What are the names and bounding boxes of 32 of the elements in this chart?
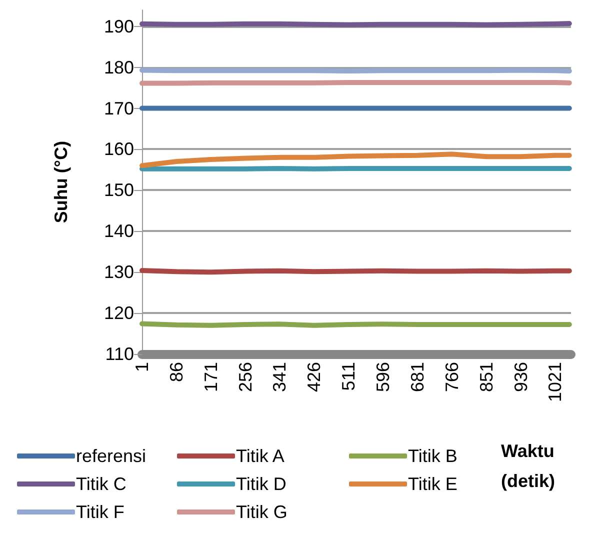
y-tick-label: 190 <box>104 16 134 36</box>
y-tick-label: 150 <box>104 180 134 200</box>
x-tick-label: 766 <box>442 362 462 392</box>
legend-label: Titik G <box>236 502 288 522</box>
x-tick-label: 681 <box>407 362 428 392</box>
x-tick-label: 86 <box>166 362 186 382</box>
x-tick-label: 256 <box>235 362 256 392</box>
legend-label: referensi <box>76 446 146 466</box>
legend-label: Titik D <box>236 474 286 494</box>
x-tick-label: 426 <box>304 362 324 392</box>
x-tick-label: 341 <box>270 362 290 392</box>
legend-label: Titik E <box>408 474 458 494</box>
legend-label: Titik F <box>76 502 124 522</box>
x-tick-label: 511 <box>338 362 359 391</box>
y-tick-label: 110 <box>105 344 134 364</box>
y-axis-title: Suhu (°C) <box>51 140 71 224</box>
y-tick-label: 140 <box>104 221 134 242</box>
y-tick-label: 120 <box>104 303 134 324</box>
legend-label: Titik C <box>76 474 126 494</box>
x-tick-label: 1 <box>132 362 152 372</box>
y-tick-label: 170 <box>104 98 134 118</box>
y-tick-label: 180 <box>104 57 134 78</box>
x-axis-title: Waktu (detik) <box>501 441 560 491</box>
y-tick-label: 160 <box>104 139 134 160</box>
legend-label: Titik B <box>408 446 458 466</box>
legend-label: Titik A <box>236 446 284 466</box>
x-tick-label: 1021 <box>545 362 566 402</box>
x-tick-label: 596 <box>373 362 394 392</box>
y-tick-label: 130 <box>104 262 134 282</box>
x-tick-label: 171 <box>200 362 221 392</box>
x-tick-label: 851 <box>476 362 496 392</box>
x-tick-label: 936 <box>510 362 531 392</box>
